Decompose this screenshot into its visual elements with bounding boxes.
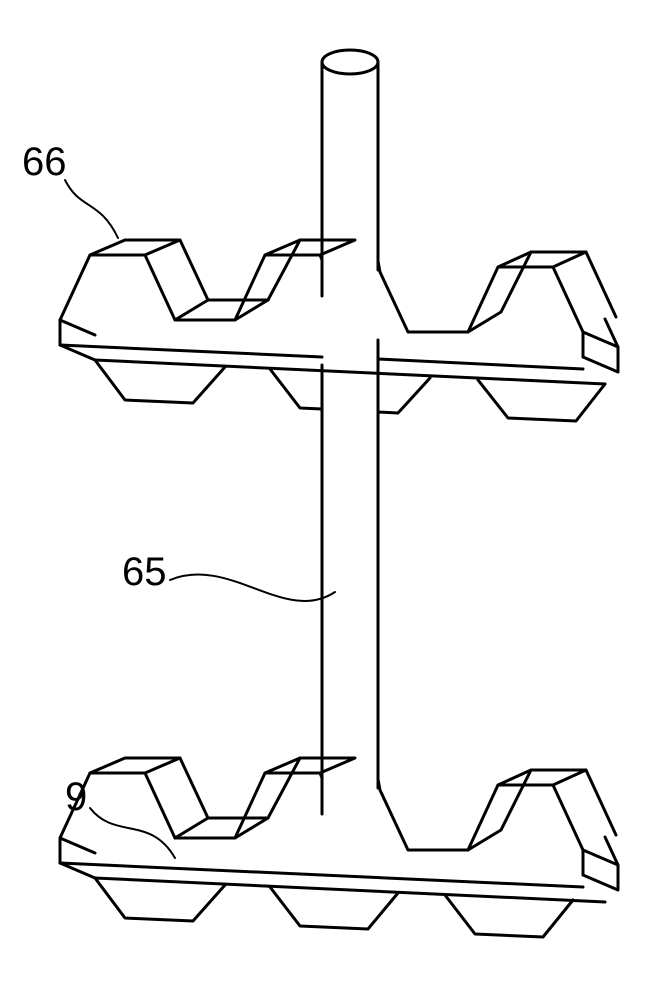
label-66: 66 [22,140,67,184]
diagram-canvas: 66 65 9 [0,0,660,1000]
label-9: 9 [65,775,87,819]
label-65: 65 [122,550,167,594]
upper-bar [60,240,618,421]
shaft [322,50,378,814]
lower-bar [60,758,618,937]
